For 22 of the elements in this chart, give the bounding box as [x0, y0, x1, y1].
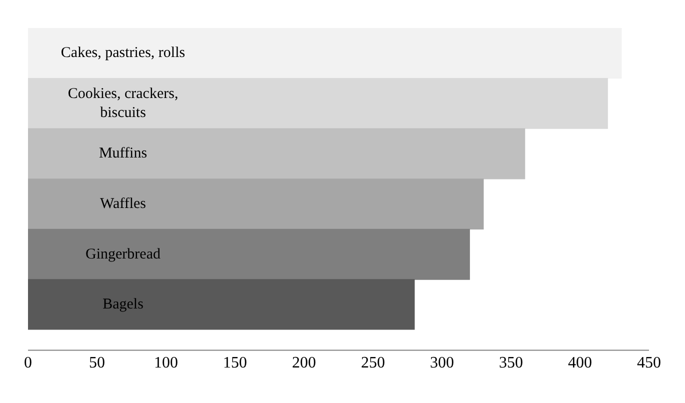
x-tick-label: 350 — [499, 354, 523, 372]
x-tick-label: 250 — [361, 354, 385, 372]
bar — [28, 279, 415, 330]
bar — [28, 178, 484, 230]
x-tick-label: 200 — [292, 354, 316, 372]
bar — [28, 28, 622, 79]
y-tick-label: Gingerbread — [86, 246, 161, 262]
y-tick-label: Cakes, pastries, rolls — [60, 45, 186, 62]
bar — [28, 128, 526, 180]
x-tick-label: 100 — [154, 354, 178, 372]
y-tick-label: Bagels — [102, 296, 144, 313]
x-tick-label: 300 — [430, 354, 454, 372]
x-tick-label: 150 — [223, 354, 247, 372]
bar — [28, 228, 470, 280]
x-tick-label: 400 — [568, 354, 592, 372]
y-tick-label: Muffins — [98, 146, 148, 162]
y-tick-label: Cookies, crackers, biscuits — [68, 86, 178, 121]
x-tick-label: 50 — [89, 354, 105, 372]
x-tick-label: 0 — [24, 354, 32, 372]
bar — [28, 78, 608, 129]
y-tick-label: Waffles — [100, 196, 146, 212]
x-tick-label: 450 — [637, 354, 661, 372]
